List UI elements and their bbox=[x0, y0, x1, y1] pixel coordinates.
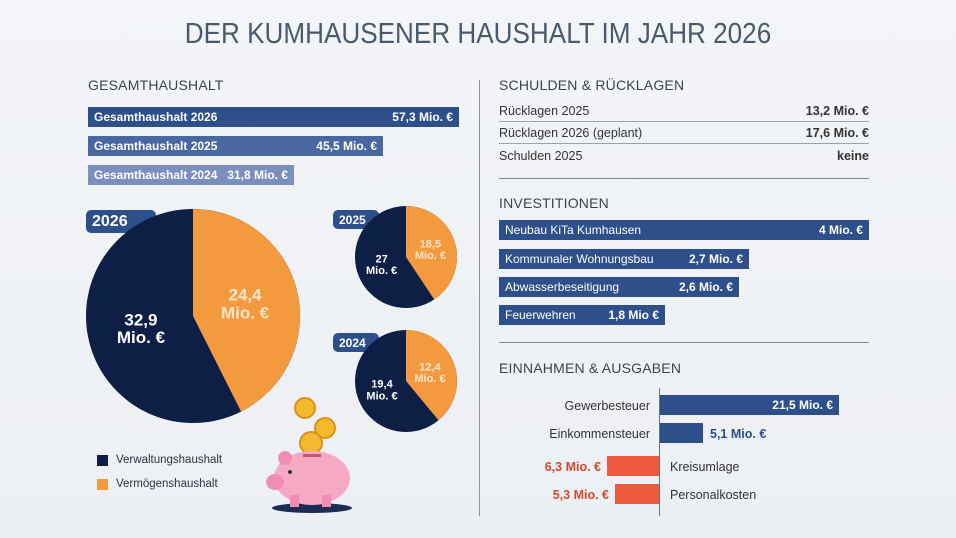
bar-label: Einkommensteuer bbox=[549, 427, 650, 441]
bar-label: Kommunaler Wohnungsbau bbox=[505, 252, 654, 266]
bar-value: 57,3 Mio. € bbox=[392, 110, 453, 124]
einaus-bar-kreisumlage bbox=[607, 456, 659, 476]
einaus-bar-personalkosten bbox=[615, 484, 659, 504]
pie-label: Mio. € bbox=[414, 373, 445, 385]
row-value: 17,6 Mio. € bbox=[805, 125, 869, 140]
schulden-row: Schulden 2025 keine bbox=[499, 145, 869, 167]
row-value: keine bbox=[837, 149, 869, 163]
bar-label: Personalkosten bbox=[670, 488, 757, 502]
legend-item: Verwaltungshaushalt bbox=[116, 454, 223, 466]
row-label: Rücklagen 2025 bbox=[499, 103, 590, 118]
pie-label: 18,5 bbox=[420, 239, 441, 251]
pie-label: Mio. € bbox=[366, 390, 397, 402]
bar-label: Kreisumlage bbox=[670, 460, 740, 474]
pie-label: 19,4 bbox=[371, 379, 393, 391]
bar-value: 31,8 Mio. € bbox=[227, 168, 288, 182]
pie-label: Mio. € bbox=[415, 250, 446, 262]
pie-slice-vermoegenshaushalt bbox=[406, 206, 457, 300]
pie-label: Mio. € bbox=[366, 265, 397, 277]
divider bbox=[499, 178, 869, 179]
page-title: DER KUMHAUSENER HAUSHALT IM JAHR 2026 bbox=[184, 18, 772, 50]
einaus-bar-gewerbesteuer: 21,5 Mio. € bbox=[660, 395, 839, 415]
einaus-bar-einkommensteuer bbox=[660, 423, 703, 443]
pie-label: 32,9 bbox=[124, 310, 157, 329]
pie-label: Mio. € bbox=[221, 304, 270, 323]
invest-bar: Abwasserbeseitigung 2,6 Mio. € bbox=[499, 277, 739, 297]
legend-item: Vermögenshaushalt bbox=[116, 478, 218, 490]
bar-gesamt-2024: Gesamthaushalt 2024 31,8 Mio. € bbox=[88, 165, 294, 185]
pie-label: Mio. € bbox=[117, 328, 166, 347]
pie-label: 24,4 bbox=[229, 286, 263, 305]
invest-bar: Kommunaler Wohnungsbau 2,7 Mio. € bbox=[499, 249, 749, 269]
axis-line bbox=[659, 388, 660, 516]
bar-value: 4 Mio. € bbox=[818, 223, 863, 237]
invest-bar: Neubau KiTa Kumhausen 4 Mio. € bbox=[499, 220, 869, 240]
bar-label: Gesamthaushalt 2024 bbox=[94, 168, 218, 182]
legend-swatch-orange bbox=[97, 479, 108, 490]
divider bbox=[479, 80, 480, 516]
bar-value: 21,5 Mio. € bbox=[772, 398, 833, 412]
bar-value: 6,3 Mio. € bbox=[544, 460, 601, 474]
row-label: Rücklagen 2026 (geplant) bbox=[499, 125, 643, 140]
invest-bar: Feuerwehren 1,8 Mio € bbox=[499, 305, 665, 325]
divider bbox=[499, 342, 869, 343]
bar-gesamt-2025: Gesamthaushalt 2025 45,5 Mio. € bbox=[88, 136, 383, 156]
bar-label: Feuerwehren bbox=[505, 308, 576, 322]
bar-value: 5,3 Mio. € bbox=[552, 488, 609, 502]
bar-value: 1,8 Mio € bbox=[608, 308, 659, 322]
pie-tag-2024: 2024 bbox=[333, 333, 379, 352]
pie-slice-vermoegenshaushalt bbox=[193, 209, 300, 412]
piggy-bank-icon bbox=[266, 397, 352, 513]
bar-label: Gesamthaushalt 2025 bbox=[94, 139, 218, 153]
pie-label: 12,4 bbox=[419, 361, 441, 373]
bar-value: 5,1 Mio. € bbox=[710, 427, 767, 441]
schulden-row: Rücklagen 2025 13,2 Mio. € bbox=[499, 100, 869, 122]
bar-label: Gesamthaushalt 2026 bbox=[94, 110, 218, 124]
legend-swatch-navy bbox=[97, 455, 108, 466]
bar-label: Neubau KiTa Kumhausen bbox=[505, 223, 642, 237]
bar-value: 45,5 Mio. € bbox=[316, 139, 377, 153]
invest-heading: INVESTITIONEN bbox=[499, 195, 609, 211]
bar-label: Gewerbesteuer bbox=[564, 399, 650, 413]
row-value: 13,2 Mio. € bbox=[805, 103, 869, 118]
gesamt-heading: GESAMTHAUSHALT bbox=[88, 77, 224, 93]
pie-slice-vermoegenshaushalt bbox=[406, 330, 457, 421]
bar-label: Abwasserbeseitigung bbox=[505, 280, 620, 294]
bar-value: 2,6 Mio. € bbox=[678, 280, 733, 294]
row-label: Schulden 2025 bbox=[499, 149, 583, 163]
bar-value: 2,7 Mio. € bbox=[688, 252, 743, 266]
pie-label: 27 bbox=[375, 253, 387, 265]
schulden-heading: SCHULDEN & RÜCKLAGEN bbox=[499, 77, 685, 93]
einaus-heading: EINNAHMEN & AUSGABEN bbox=[499, 360, 682, 376]
schulden-row: Rücklagen 2026 (geplant) 17,6 Mio. € bbox=[499, 122, 869, 144]
bar-gesamt-2026: Gesamthaushalt 2026 57,3 Mio. € bbox=[88, 107, 459, 127]
